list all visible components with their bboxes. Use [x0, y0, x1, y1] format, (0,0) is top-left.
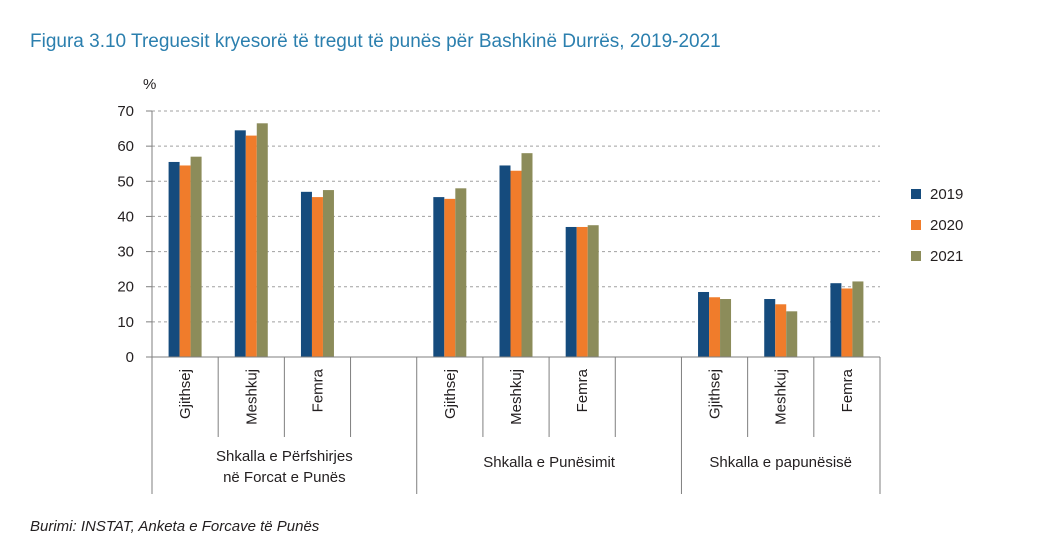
- bar-2019-7: [698, 291, 710, 357]
- category-label: Meshkuj: [243, 369, 260, 425]
- bar-2019-1: [168, 161, 180, 357]
- y-axis-unit: %: [143, 76, 156, 93]
- group-label-3: Shkalla e papunësisë: [709, 454, 852, 471]
- y-tick-label: 30: [117, 244, 134, 261]
- bar-2020-8: [775, 304, 787, 357]
- bar-2021-1: [190, 156, 202, 357]
- bar-2021-8: [786, 311, 798, 357]
- group-label-1: në Forcat e Punës: [223, 469, 346, 486]
- bar-2020-2: [245, 135, 257, 357]
- bar-2021-4: [455, 188, 467, 357]
- legend-swatch-2019: [911, 189, 921, 199]
- bar-2021-3: [322, 190, 334, 357]
- bar-2019-6: [565, 226, 577, 357]
- group-label-1: Shkalla e Përfshirjes: [216, 448, 353, 465]
- bar-2021-5: [521, 153, 533, 357]
- y-tick-label: 50: [117, 173, 134, 190]
- category-label: Femra: [839, 368, 856, 412]
- bar-2021-9: [852, 281, 864, 357]
- bar-2020-6: [576, 226, 588, 357]
- group-label-2: Shkalla e Punësimit: [483, 454, 616, 471]
- y-tick-label: 40: [117, 208, 134, 225]
- category-label: Gjithsej: [442, 369, 459, 419]
- bar-2020-3: [311, 197, 323, 357]
- y-tick-label: 60: [117, 138, 134, 155]
- legend-label-2021: 2021: [930, 248, 963, 265]
- bar-2019-9: [830, 283, 842, 357]
- figure-title: Figura 3.10 Treguesit kryesorë të tregut…: [30, 31, 721, 52]
- legend-swatch-2021: [911, 251, 921, 261]
- bar-2020-5: [510, 170, 522, 357]
- bar-2021-2: [256, 123, 268, 357]
- y-tick-label: 20: [117, 279, 134, 296]
- y-tick-label: 10: [117, 314, 134, 331]
- category-label: Gjithsej: [707, 369, 724, 419]
- bar-2021-7: [720, 299, 732, 357]
- bar-2019-2: [234, 130, 246, 357]
- category-label: Meshkuj: [508, 369, 525, 425]
- bar-2020-7: [709, 297, 721, 357]
- bar-2019-3: [300, 191, 312, 357]
- bar-2020-9: [841, 288, 853, 357]
- category-label: Gjithsej: [177, 369, 194, 419]
- y-tick-label: 0: [126, 349, 134, 366]
- category-label: Femra: [309, 368, 326, 412]
- category-label: Femra: [574, 368, 591, 412]
- bar-2019-4: [433, 197, 445, 357]
- legend-swatch-2020: [911, 220, 921, 230]
- bar-2020-4: [444, 198, 456, 357]
- legend-label-2020: 2020: [930, 217, 963, 234]
- category-label: Meshkuj: [773, 369, 790, 425]
- bar-2020-1: [179, 165, 191, 357]
- bar-2019-5: [499, 165, 511, 357]
- y-tick-label: 70: [117, 103, 134, 120]
- bar-2019-8: [764, 299, 776, 357]
- legend-label-2019: 2019: [930, 186, 963, 203]
- bar-2021-6: [587, 225, 599, 357]
- source-note: Burimi: INSTAT, Anketa e Forcave të Punë…: [30, 518, 320, 535]
